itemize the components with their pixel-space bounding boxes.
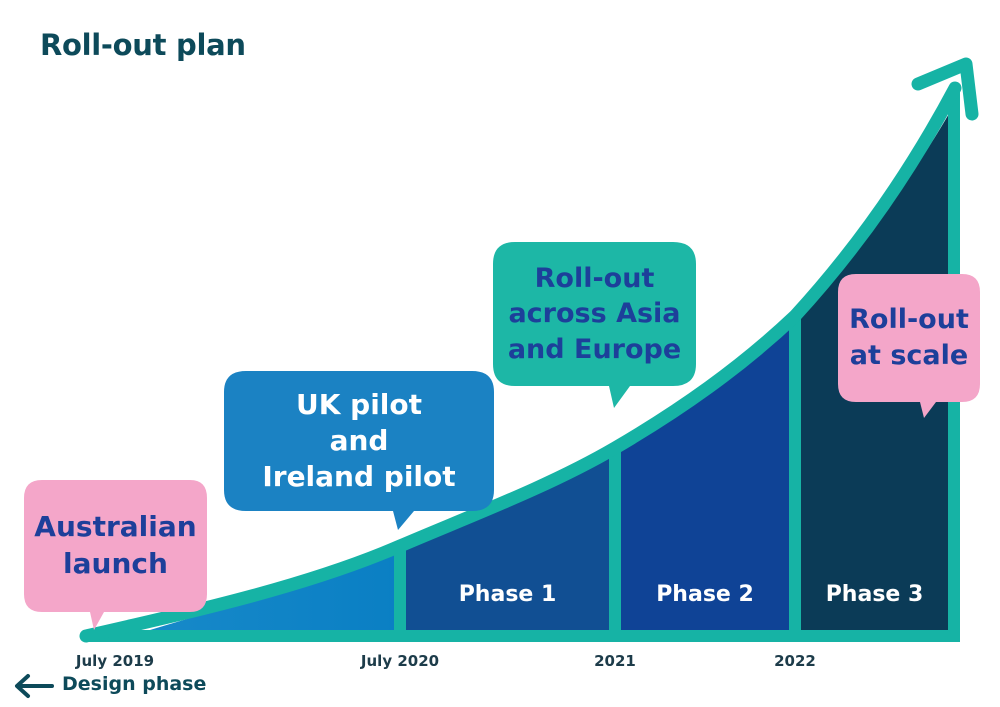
pre-phase-area: [150, 548, 400, 630]
bubble-line: Roll-out: [534, 263, 655, 295]
tick-july-2020: July 2020: [360, 652, 440, 670]
tick-2021: 2021: [594, 652, 636, 670]
arrow-left-icon: [15, 674, 54, 698]
design-phase: Design phase: [14, 673, 206, 695]
bubble-line: and: [329, 424, 389, 458]
phase-2-label: Phase 2: [656, 582, 754, 607]
phase-1-area: [400, 450, 615, 630]
bubble-text-rollout-at-scale: Roll-out at scale: [838, 282, 980, 394]
tick-july-2019: July 2019: [75, 652, 155, 670]
bubble-line: and Europe: [507, 333, 682, 365]
tick-2022: 2022: [774, 652, 816, 670]
phase-1-label: Phase 1: [458, 582, 557, 607]
bubble-rollout-at-scale: [838, 274, 980, 418]
bubble-uk-ireland-pilot: [224, 371, 494, 530]
bubble-line: UK pilot: [295, 388, 423, 422]
bubble-text-asia-europe-rollout: Roll-out across Asia and Europe: [493, 250, 696, 378]
growth-curve: [79, 81, 962, 643]
design-phase-label: Design phase: [62, 673, 207, 695]
bubble-line: across Asia: [508, 298, 681, 330]
bubble-line: Australian: [34, 510, 197, 544]
bubble-asia-europe-rollout: [493, 242, 696, 408]
bubble-line: Roll-out: [849, 304, 969, 336]
bubble-line: launch: [63, 547, 168, 580]
phase-3-label: Phase 3: [825, 582, 924, 607]
bubble-text-uk-ireland-pilot: UK pilot and Ireland pilot: [224, 378, 494, 504]
arrow-up-right-icon: [911, 57, 979, 121]
bubble-line: at scale: [849, 340, 969, 371]
phase-2-area: [615, 318, 795, 630]
page-title: Roll-out plan: [40, 28, 246, 62]
bubble-text-australian-launch: Australian launch: [24, 486, 207, 606]
bubble-australian-launch: [24, 480, 207, 630]
bubble-line: Ireland pilot: [262, 459, 456, 493]
